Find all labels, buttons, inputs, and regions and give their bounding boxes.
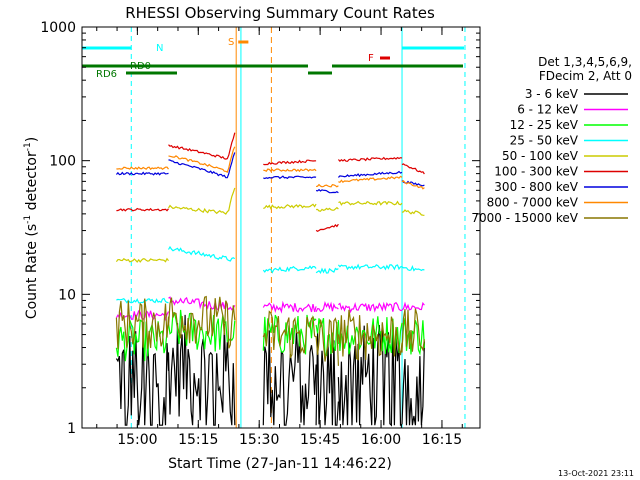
series-line-100-300- [315,223,339,232]
series-line-50-100- [167,187,236,215]
series-line-100-300- [263,159,317,166]
x-tick-label: 15:15 [178,432,218,448]
series-line-50-100- [338,200,403,206]
x-axis-label: Start Time (27-Jan-11 14:46:22) [168,456,392,472]
data-layer: N S F RD0 RD6 [82,27,466,428]
series-line-800-7000- [338,175,403,184]
y-tick-label: 100 [49,154,76,170]
flag-label-rd6: RD6 [96,69,117,80]
x-tick-label: 15:45 [300,432,340,448]
legend-entry-label: 7000 - 15000 keV [471,211,578,225]
legend-entry-label: 300 - 800 keV [494,180,578,194]
series-line-3-6- [167,314,236,426]
flag-label-f: F [368,53,374,64]
series-line-25-50- [401,264,425,272]
series-line-3-6- [337,323,402,427]
y-axis-label-end: ) [24,137,40,142]
series-line-800-7000- [401,179,425,190]
series-line-800-7000- [168,146,236,173]
series-line-300-800- [263,175,317,180]
y-axis-label-main: Count Rate (s [24,224,40,319]
flag-label-rd0: RD0 [130,61,151,72]
legend-entry-label: 25 - 50 keV [510,134,579,148]
series-line-100-300- [116,207,169,212]
legend-entry-label: 50 - 100 keV [502,149,579,163]
footer-date: 13-Oct-2021 23:11 [558,469,634,478]
flag-label-s: S [228,37,234,48]
series-line-6-12- [262,300,317,314]
series-line-300-800- [115,171,169,176]
series-line-800-7000- [116,166,169,171]
chart-title: RHESSI Observing Summary Count Rates [125,4,435,22]
series-line-800-7000- [263,168,317,173]
legend-header-line1: Det 1,3,4,5,6,9, [538,55,632,69]
legend-entry-label: 800 - 7000 keV [487,196,579,210]
series-line-3-6- [401,341,425,426]
series-line-7000-15000- [167,295,236,349]
series-line-12-25- [337,316,403,356]
series-line-25-50- [337,263,403,271]
plot-border [81,26,481,429]
series-line-3-6- [115,325,170,426]
legend-header-line2: FDecim 2, Att 0 [539,69,632,83]
series-line-3-6- [315,331,339,426]
series-line-6-12- [168,296,236,312]
series-line-100-300- [337,156,403,163]
x-tick-label: 15:30 [239,432,279,448]
series-line-6-12- [401,301,425,311]
series-line-300-800- [168,152,236,179]
legend-entry-label: 6 - 12 keV [517,103,579,117]
legend-entry-label: 3 - 6 keV [525,87,579,101]
series-line-300-800- [315,188,339,194]
series-line-6-12- [338,301,403,314]
series-line-25-50- [262,265,317,274]
series-line-50-100- [316,206,339,212]
series-line-50-100- [115,257,169,263]
series-line-7000-15000- [262,310,317,359]
series-line-7000-15000- [401,308,425,353]
legend-entry-label: 100 - 300 keV [494,165,578,179]
legend-entry-label: 12 - 25 keV [510,118,579,132]
series-line-7000-15000- [337,309,403,361]
series-line-100-300- [401,163,425,175]
y-tick-label: 10 [58,287,76,303]
y-tick-label: 1000 [40,20,76,36]
y-axis-label-sup2: -1 [23,142,33,151]
series-line-3-6- [262,329,317,426]
series-line-25-50- [116,297,169,304]
y-tick-label: 1 [67,421,76,437]
plot-frame: 1 10 100 1000 15:00 15:15 15:30 15:45 16:00 16:15 [40,20,481,448]
y-axis-label-sup1: -1 [23,215,33,224]
series-line-50-100- [401,209,425,216]
series-line-7000-15000- [115,298,170,350]
y-axis-label-mid: detector [24,151,40,215]
series-line-100-300- [168,132,236,160]
series-line-300-800- [337,170,403,178]
series-line-800-7000- [315,183,339,188]
y-axis-label: Count Rate (s-1 detector-1) [23,137,40,319]
x-tick-label: 16:15 [422,432,462,448]
series-line-50-100- [263,203,317,210]
series-line-25-50- [167,245,236,262]
x-tick-label: 16:00 [361,432,401,448]
flag-label-n: N [156,43,163,54]
x-tick-label: 15:00 [117,432,157,448]
series-line-25-50- [315,267,339,275]
series-line-6-12- [315,300,339,313]
series-line-7000-15000- [315,317,339,366]
